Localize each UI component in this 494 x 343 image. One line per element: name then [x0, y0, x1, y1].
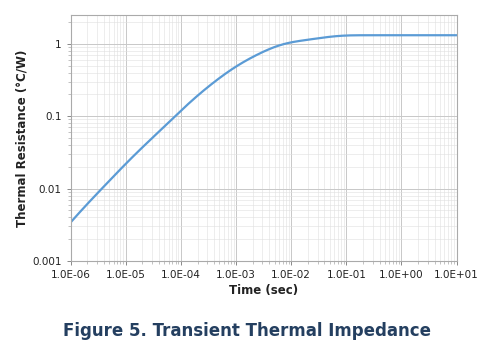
Text: Figure 5. Transient Thermal Impedance: Figure 5. Transient Thermal Impedance	[63, 322, 431, 340]
Y-axis label: Thermal Resistance (°C/W): Thermal Resistance (°C/W)	[15, 49, 28, 227]
X-axis label: Time (sec): Time (sec)	[229, 284, 298, 297]
